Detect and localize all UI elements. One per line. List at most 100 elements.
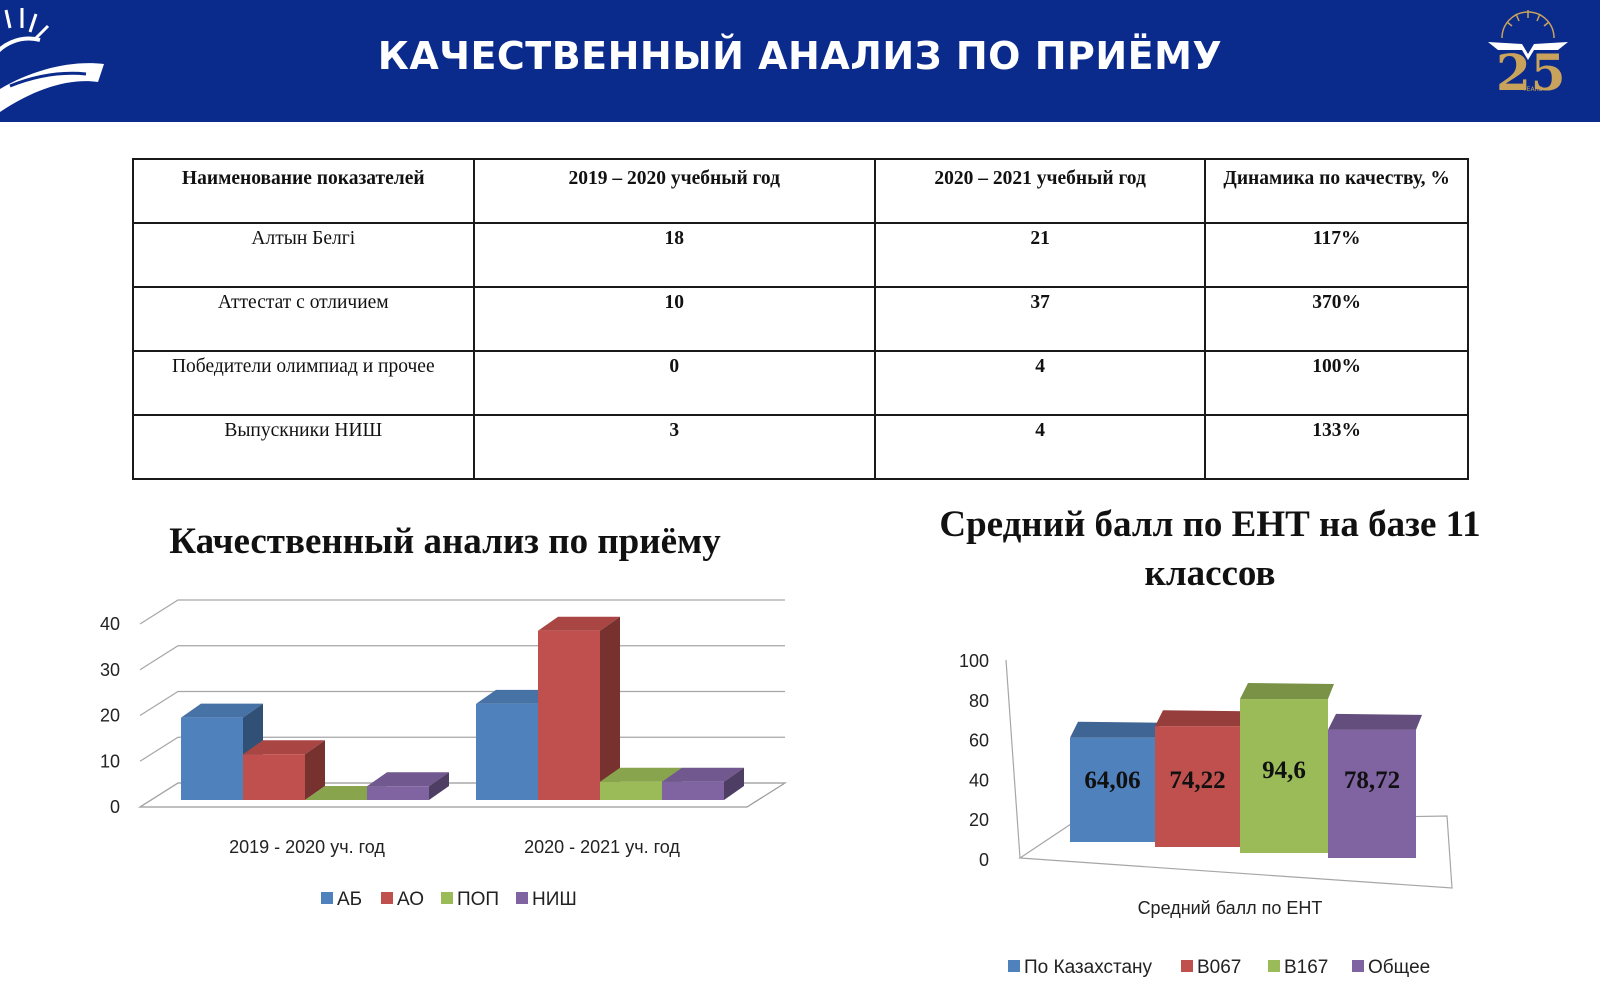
y-tick-label: 10 bbox=[100, 751, 120, 771]
table-cell: Аттестат с отличием bbox=[132, 286, 475, 352]
table-cell: Выпускники НИШ bbox=[132, 414, 475, 480]
data-label: 94,6 bbox=[1262, 757, 1306, 784]
table-cell: Победители олимпиад и прочее bbox=[132, 350, 475, 416]
legend-swatch bbox=[1008, 960, 1020, 972]
bar-top bbox=[1070, 721, 1161, 738]
y-tick-label: 20 bbox=[100, 706, 120, 726]
table-cell: 18 bbox=[472, 222, 876, 288]
bar-top bbox=[1155, 710, 1246, 727]
bar-front bbox=[1155, 726, 1240, 847]
bar bbox=[662, 767, 744, 800]
y-tick-label: 40 bbox=[100, 614, 120, 634]
bar bbox=[1328, 713, 1422, 858]
legend-swatch bbox=[321, 892, 333, 904]
stats-table: Наименование показателей 2019 – 2020 уче… bbox=[132, 158, 1469, 480]
y-tick-label: 100 bbox=[959, 651, 989, 671]
table-header-cell: Динамика по качеству, % bbox=[1204, 158, 1469, 224]
legend-swatch bbox=[1268, 960, 1280, 972]
bar-front bbox=[1328, 729, 1416, 858]
bar-top bbox=[305, 786, 387, 800]
table-cell: 4 bbox=[873, 414, 1207, 480]
table-cell: 10 bbox=[472, 286, 876, 352]
legend-label: АБ bbox=[337, 889, 362, 910]
legend-label: По Казахстану bbox=[1024, 957, 1153, 978]
table-cell: 3 bbox=[472, 414, 876, 480]
bar bbox=[538, 616, 620, 800]
bar-front bbox=[662, 781, 724, 800]
legend-swatch bbox=[1352, 960, 1364, 972]
chart-title: Качественный анализ по приёму bbox=[169, 521, 721, 562]
table-row: Аттестат с отличием 10 37 370% bbox=[132, 286, 1469, 352]
legend-label: АО bbox=[397, 889, 424, 910]
x-tick-label: 2019 - 2020 уч. год bbox=[229, 837, 385, 857]
x-tick-label: 2020 - 2021 уч. год bbox=[524, 837, 680, 857]
legend-swatch bbox=[441, 892, 453, 904]
table-header-cell: 2020 – 2021 учебный год bbox=[873, 158, 1207, 224]
bar-top bbox=[538, 616, 620, 631]
table-header-cell: Наименование показателей bbox=[132, 158, 475, 224]
bar-front bbox=[243, 754, 305, 800]
table-row: Алтын Белгі 18 21 117% bbox=[132, 222, 1469, 288]
y-tick-label: 0 bbox=[110, 797, 120, 817]
legend-label: В167 bbox=[1284, 957, 1328, 978]
data-label: 78,72 bbox=[1344, 767, 1400, 794]
y-tick-label: 60 bbox=[969, 731, 989, 751]
bar-side bbox=[429, 772, 449, 800]
chart-floor bbox=[1018, 815, 1453, 889]
data-label: 64,06 bbox=[1084, 767, 1140, 794]
y-tick-label: 30 bbox=[100, 660, 120, 680]
bar-side bbox=[724, 767, 744, 800]
data-label: 74,22 bbox=[1169, 767, 1225, 794]
legend-label: В067 bbox=[1197, 957, 1241, 978]
y-axis-line bbox=[1005, 659, 1021, 859]
anniversary-number: 25 bbox=[1496, 43, 1566, 102]
bar-front bbox=[1070, 737, 1155, 842]
anniversary-emblem-icon bbox=[1488, 10, 1568, 60]
bar-top bbox=[367, 772, 449, 787]
legend-swatch bbox=[516, 892, 528, 904]
bar-side bbox=[600, 616, 620, 800]
legend-label: Общее bbox=[1368, 957, 1430, 978]
y-tick-label: 20 bbox=[969, 810, 989, 830]
bar-front bbox=[600, 781, 662, 800]
y-tick-label: 40 bbox=[969, 770, 989, 790]
bar bbox=[1240, 683, 1334, 853]
table-row: Выпускники НИШ 3 4 133% bbox=[132, 414, 1469, 480]
table-cell: Алтын Белгі bbox=[132, 222, 475, 288]
bar-front bbox=[181, 717, 243, 800]
bar-top bbox=[1328, 713, 1422, 730]
table-cell: 37 bbox=[873, 286, 1207, 352]
bar-top bbox=[243, 740, 325, 755]
bar-top bbox=[662, 767, 744, 782]
legend-label: ПОП bbox=[457, 889, 499, 910]
bar-top bbox=[181, 703, 263, 718]
table-cell: 0 bbox=[472, 350, 876, 416]
anniversary-word: YEARS bbox=[1523, 86, 1543, 93]
table-cell: 4 bbox=[873, 350, 1207, 416]
table-cell: 117% bbox=[1204, 222, 1469, 288]
bar bbox=[1070, 721, 1161, 842]
sun-wing-logo-icon bbox=[0, 8, 104, 112]
bar-top bbox=[600, 767, 682, 782]
bar-front bbox=[1240, 699, 1328, 853]
table-header-cell: 2019 – 2020 учебный год bbox=[472, 158, 876, 224]
table-row: Победители олимпиад и прочее 0 4 100% bbox=[132, 350, 1469, 416]
x-tick-label: Средний балл по ЕНТ bbox=[1138, 898, 1323, 918]
bar bbox=[305, 786, 387, 800]
page-title: КАЧЕСТВЕННЫЙ АНАЛИЗ ПО ПРИЁМУ bbox=[377, 34, 1223, 78]
table-cell: 100% bbox=[1204, 350, 1469, 416]
table-cell: 370% bbox=[1204, 286, 1469, 352]
bar bbox=[243, 740, 325, 800]
legend-label: НИШ bbox=[532, 889, 577, 910]
admission-bar-chart: 0 10 20 30 40 2019 - 2020 уч. год 2020 - 2021 … bbox=[100, 599, 788, 910]
bar bbox=[367, 772, 449, 800]
bar-top bbox=[1240, 683, 1334, 700]
header-banner: КАЧЕСТВЕННЫЙ АНАЛИЗ ПО ПРИЁМУ 25 YEARS bbox=[0, 0, 1600, 122]
bar-top bbox=[476, 689, 558, 704]
bar-front bbox=[538, 630, 600, 800]
chart-title: Средний балл по ЕНТ на базе 11 классов bbox=[939, 504, 1481, 594]
table-header-row: Наименование показателей 2019 – 2020 уче… bbox=[132, 158, 1469, 224]
bar-front bbox=[367, 786, 429, 800]
gridline bbox=[139, 599, 785, 625]
